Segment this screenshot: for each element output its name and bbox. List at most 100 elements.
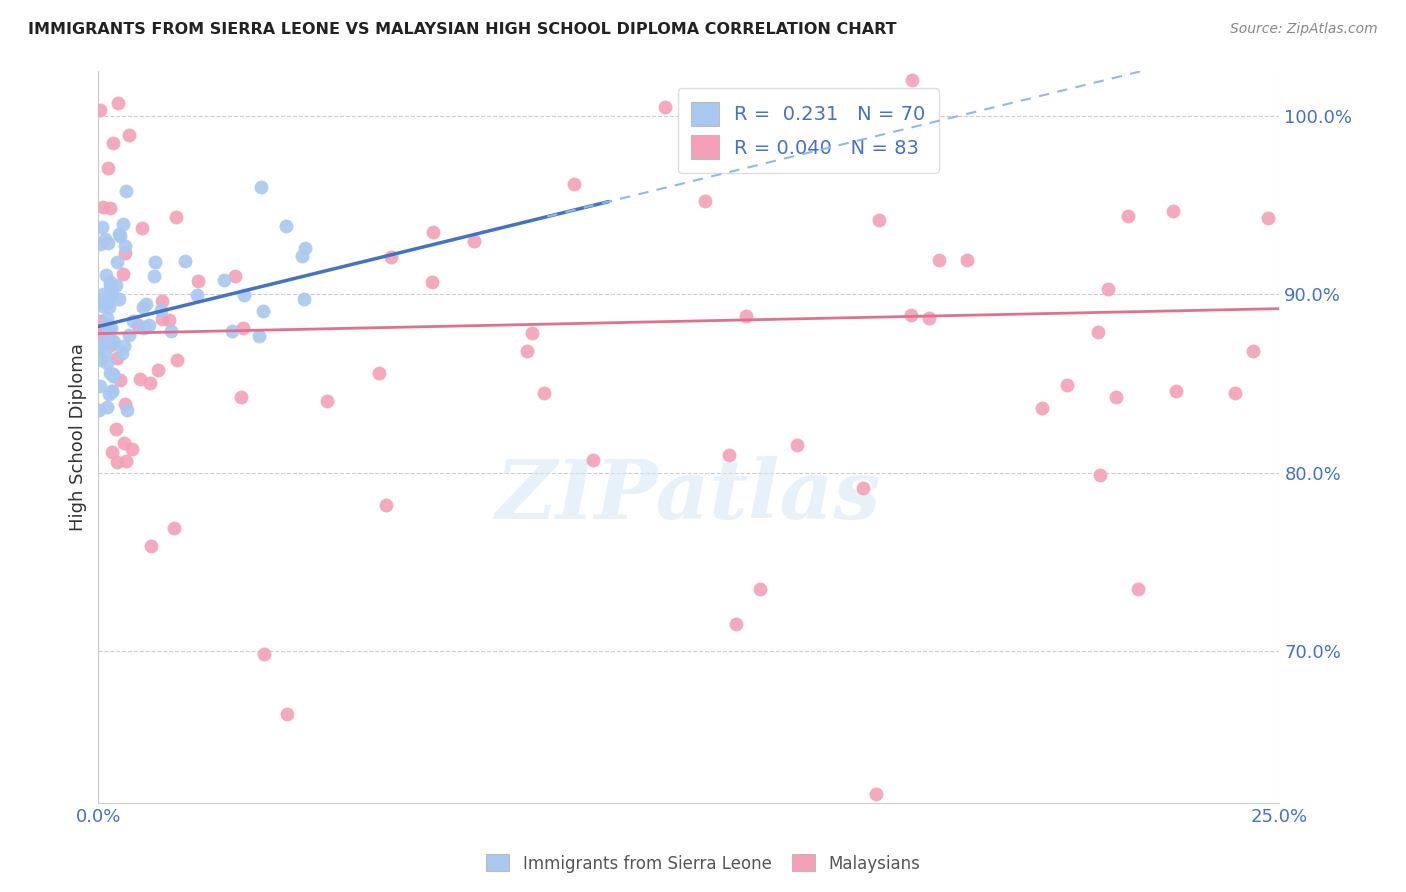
Point (107, 292, 129, 306)
Point (1105, 391, 1128, 405)
Point (115, 403, 138, 417)
Point (101, 284, 124, 298)
Point (112, 436, 135, 450)
Point (98, 289, 121, 303)
Point (91, 328, 114, 343)
Point (159, 324, 181, 338)
Point (1088, 468, 1111, 483)
Point (97, 334, 120, 348)
Point (112, 339, 135, 353)
Point (166, 352, 188, 367)
Point (291, 249, 314, 263)
Point (139, 539, 162, 553)
Point (100, 320, 122, 334)
Point (516, 344, 538, 359)
Point (143, 254, 166, 268)
Point (96, 356, 118, 370)
Point (865, 787, 887, 801)
Point (654, 100, 676, 114)
Point (112, 267, 135, 281)
Point (422, 225, 444, 239)
Point (132, 300, 155, 314)
Point (149, 302, 172, 317)
Point (96, 311, 118, 326)
Point (96, 318, 118, 332)
Point (212, 272, 235, 286)
Point (901, 73, 924, 87)
Point (294, 241, 316, 255)
Point (695, 194, 717, 209)
Point (252, 303, 274, 318)
Point (105, 455, 128, 469)
Point (367, 366, 389, 380)
Point (146, 363, 169, 377)
Point (104, 277, 127, 292)
Point (135, 297, 157, 311)
Point (97, 387, 120, 401)
Point (132, 320, 155, 334)
Point (173, 253, 195, 268)
Point (111, 217, 134, 231)
Point (292, 292, 315, 306)
Point (374, 499, 396, 513)
Point (143, 269, 166, 284)
Point (253, 647, 276, 661)
Point (108, 373, 131, 387)
Point (420, 276, 443, 290)
Text: ZIPatlas: ZIPatlas (496, 456, 882, 535)
Point (1126, 582, 1149, 596)
Point (100, 384, 122, 398)
Point (87, 403, 110, 417)
Point (717, 448, 740, 462)
Point (917, 310, 939, 325)
Point (98, 201, 121, 215)
Point (108, 227, 131, 241)
Point (121, 314, 143, 328)
Point (725, 617, 748, 632)
Point (138, 318, 160, 332)
Point (111, 346, 134, 360)
Point (98, 275, 121, 289)
Point (131, 221, 153, 235)
Point (103, 136, 125, 150)
Point (276, 706, 298, 721)
Point (908, 96, 931, 111)
Point (1097, 282, 1119, 296)
Point (114, 397, 136, 411)
Point (165, 211, 187, 225)
Point (221, 324, 243, 338)
Point (91, 300, 114, 314)
Point (132, 319, 155, 334)
Point (91, 287, 114, 301)
Point (1056, 377, 1078, 392)
Point (1161, 203, 1184, 218)
Point (186, 288, 208, 302)
Point (121, 442, 143, 457)
Point (139, 376, 162, 390)
Point (463, 234, 485, 248)
Point (100, 384, 122, 399)
Point (94, 268, 117, 282)
Point (1257, 211, 1279, 225)
Point (100, 338, 122, 352)
Point (900, 308, 922, 322)
Point (150, 293, 173, 308)
Point (105, 351, 128, 366)
Point (93, 345, 115, 359)
Point (101, 333, 124, 347)
Point (97, 161, 120, 176)
Point (94, 321, 117, 335)
Point (564, 177, 586, 191)
Point (380, 250, 402, 264)
Point (187, 274, 209, 288)
Point (118, 128, 141, 142)
Point (1087, 325, 1109, 339)
Point (129, 372, 152, 386)
Point (852, 481, 875, 495)
Point (105, 421, 128, 435)
Point (97, 235, 120, 250)
Point (232, 288, 254, 302)
Point (89, 379, 111, 393)
Point (90, 352, 112, 367)
Point (100, 277, 122, 292)
